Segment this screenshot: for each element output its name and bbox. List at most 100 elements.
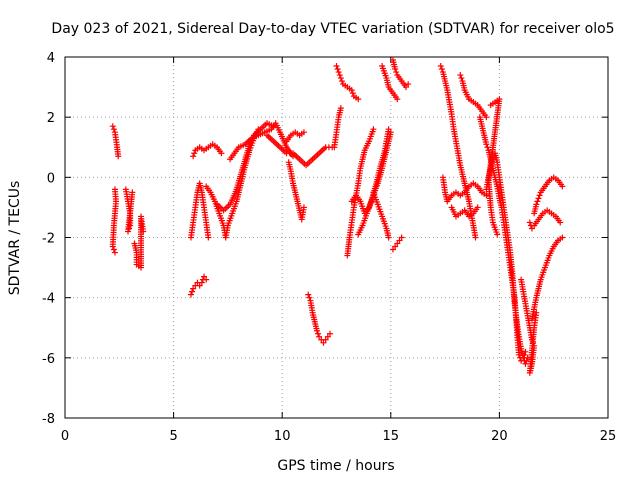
- data-points: [109, 57, 566, 376]
- data-point: [483, 114, 490, 121]
- series-arc-21.0: [518, 276, 540, 376]
- data-point: [306, 294, 313, 301]
- series-arc-12.5: [333, 63, 362, 103]
- data-point: [324, 333, 331, 340]
- x-tick-label: 15: [383, 429, 400, 444]
- data-point: [387, 129, 394, 136]
- data-point: [526, 219, 533, 226]
- data-point: [557, 219, 564, 226]
- x-tick-label: 5: [169, 429, 177, 444]
- series-arc-5.8: [187, 180, 212, 241]
- data-point: [472, 234, 479, 241]
- data-point: [523, 357, 530, 364]
- y-tick-label: -4: [42, 292, 55, 307]
- data-point: [483, 141, 490, 148]
- series-arc-15.1: [389, 57, 412, 91]
- data-point: [515, 351, 522, 358]
- data-point: [109, 123, 116, 130]
- series-arc-5.8b: [187, 273, 210, 298]
- data-point: [338, 78, 345, 85]
- y-tick-label: -2: [42, 232, 55, 247]
- y-tick-label: -6: [42, 352, 55, 367]
- series-arc-21.6: [531, 174, 566, 217]
- data-point: [203, 276, 210, 283]
- data-point: [403, 84, 410, 91]
- data-point: [474, 204, 481, 211]
- series-arc-6.0: [190, 141, 225, 160]
- series-arc-7.0: [214, 120, 277, 214]
- data-point: [438, 66, 445, 73]
- data-point: [334, 66, 341, 73]
- series-arc-9.5: [263, 132, 336, 169]
- data-point: [326, 330, 333, 337]
- series-arc-14.7: [379, 63, 401, 103]
- data-point: [305, 291, 312, 298]
- y-tick-label: 0: [47, 171, 55, 186]
- data-point: [535, 195, 542, 202]
- series-arc-17.5: [439, 174, 490, 205]
- data-point: [394, 240, 401, 247]
- x-tick-label: 0: [61, 429, 69, 444]
- data-point: [187, 291, 194, 298]
- x-axis-label: GPS time / hours: [277, 458, 394, 474]
- series-arc-19.2: [476, 114, 529, 364]
- data-point: [484, 144, 491, 151]
- data-point: [524, 354, 531, 361]
- series-arc-19.6: [485, 96, 503, 238]
- x-tick-label: 25: [600, 429, 617, 444]
- data-point: [190, 153, 197, 160]
- data-point: [333, 63, 340, 70]
- data-point: [189, 288, 196, 295]
- data-point: [385, 234, 392, 241]
- data-point: [522, 360, 529, 367]
- data-point: [494, 231, 501, 238]
- data-point: [559, 234, 566, 241]
- data-point: [110, 246, 117, 253]
- data-point: [315, 330, 322, 337]
- series-arc-7.8: [227, 120, 297, 163]
- y-axis-label: SDTVAR / TECUs: [7, 181, 23, 296]
- data-point: [533, 201, 540, 208]
- data-point: [337, 105, 344, 112]
- data-point: [300, 204, 307, 211]
- data-point: [392, 66, 399, 73]
- data-point: [457, 72, 464, 79]
- data-point: [437, 63, 444, 70]
- series-arc-12.6: [331, 105, 344, 151]
- data-point: [190, 285, 197, 292]
- data-point: [300, 129, 307, 136]
- axis-ticks: 0 5 10 15 20 25 -8 -6 -4 -2 0 2 4: [42, 51, 616, 444]
- data-point: [111, 249, 118, 256]
- series-arc-14.5: [370, 189, 392, 241]
- data-point: [394, 96, 401, 103]
- series-arc-2.2: [109, 123, 122, 160]
- data-point: [393, 69, 400, 76]
- data-point: [320, 339, 327, 346]
- x-tick-label: 10: [274, 429, 291, 444]
- series-arc-15.3: [389, 234, 405, 253]
- data-point: [405, 81, 412, 88]
- data-point: [528, 225, 535, 232]
- data-point: [129, 189, 136, 196]
- data-point: [322, 336, 329, 343]
- data-point: [205, 234, 212, 241]
- chart-title: Day 023 of 2021, Sidereal Day-to-day VTE…: [51, 21, 614, 37]
- data-point: [196, 282, 203, 289]
- data-point: [335, 69, 342, 76]
- series-arc-21.4: [526, 207, 564, 232]
- series-arc-2.2b: [109, 186, 120, 256]
- data-point: [140, 228, 147, 235]
- data-point: [336, 72, 343, 79]
- series-arc-10.3: [285, 159, 307, 223]
- data-point: [115, 153, 122, 160]
- series-arc-19.4: [483, 150, 531, 367]
- data-point: [534, 198, 541, 205]
- data-point: [316, 333, 323, 340]
- data-point: [198, 279, 205, 286]
- data-point: [355, 96, 362, 103]
- y-tick-label: 4: [47, 51, 55, 66]
- data-point: [392, 243, 399, 250]
- data-point: [201, 273, 208, 280]
- series-arc-18.2: [457, 72, 490, 121]
